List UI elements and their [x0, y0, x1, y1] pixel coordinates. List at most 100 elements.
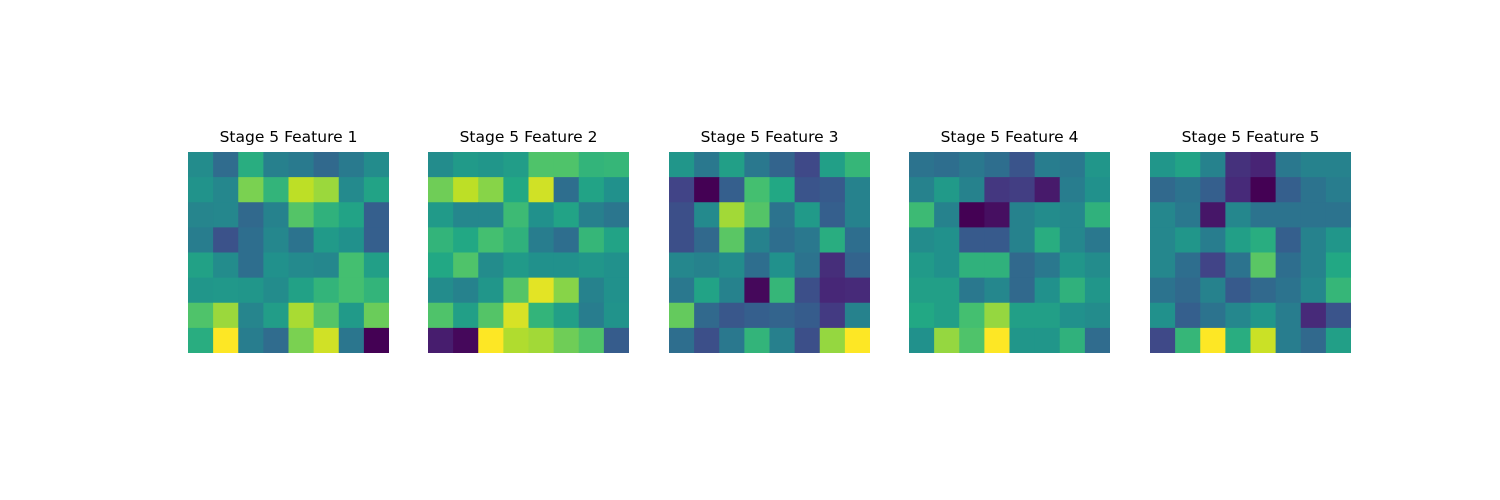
heatmap-cell	[578, 202, 605, 228]
heatmap-cell	[934, 227, 960, 254]
heatmap-cell	[909, 302, 935, 329]
heatmap-cell	[1175, 252, 1201, 279]
heatmap-cell	[578, 177, 605, 203]
heatmap-cell	[313, 302, 340, 329]
heatmap-cell	[1275, 327, 1302, 353]
heatmap-cell	[744, 327, 771, 353]
heatmap-cell	[1034, 177, 1061, 203]
heatmap-cell	[984, 177, 1011, 203]
heatmap-cell	[1200, 302, 1226, 329]
heatmap-cell	[959, 227, 985, 254]
heatmap-grid	[188, 152, 389, 353]
heatmap-cell	[1034, 227, 1061, 254]
heatmap-cell	[188, 152, 214, 178]
heatmap-cell	[1325, 227, 1351, 254]
heatmap-cell	[1325, 202, 1351, 228]
heatmap-cell	[1300, 277, 1327, 304]
heatmap-cell	[719, 277, 745, 304]
heatmap-cell	[453, 277, 479, 304]
heatmap-cell	[719, 302, 745, 329]
heatmap-cell	[1325, 277, 1351, 304]
heatmap-cell	[213, 277, 239, 304]
heatmap-cell	[1300, 202, 1327, 228]
heatmap-cell	[909, 202, 935, 228]
heatmap-cell	[428, 302, 454, 329]
heatmap-cell	[934, 252, 960, 279]
heatmap-cell	[669, 252, 695, 279]
heatmap-cell	[213, 227, 239, 254]
heatmap-cell	[453, 302, 479, 329]
heatmap-cell	[769, 202, 796, 228]
heatmap-cell	[188, 227, 214, 254]
heatmap-cell	[313, 327, 340, 353]
heatmap-cell	[844, 277, 870, 304]
heatmap-cell	[503, 327, 530, 353]
heatmap-cell	[1084, 252, 1110, 279]
heatmap-cell	[1009, 227, 1036, 254]
heatmap-cell	[769, 177, 796, 203]
heatmap-cell	[553, 177, 580, 203]
heatmap-cell	[503, 227, 530, 254]
heatmap-cell	[1009, 177, 1036, 203]
heatmap-cell	[553, 327, 580, 353]
heatmap-cell	[1084, 152, 1110, 178]
heatmap-cell	[984, 252, 1011, 279]
heatmap-cell	[1150, 327, 1176, 353]
heatmap-cell	[1059, 252, 1086, 279]
heatmap-cell	[478, 202, 504, 228]
heatmap-cell	[263, 202, 290, 228]
heatmap-cell	[553, 277, 580, 304]
heatmap-cell	[338, 152, 365, 178]
heatmap-cell	[1325, 252, 1351, 279]
heatmap-cell	[744, 202, 771, 228]
heatmap-cell	[603, 277, 629, 304]
heatmap-cell	[959, 277, 985, 304]
heatmap-cell	[794, 227, 821, 254]
heatmap-cell	[528, 327, 555, 353]
heatmap-cell	[959, 177, 985, 203]
heatmap-cell	[1275, 252, 1302, 279]
heatmap-cell	[453, 252, 479, 279]
heatmap-cell	[1059, 227, 1086, 254]
heatmap-cell	[844, 152, 870, 178]
heatmap-cell	[478, 327, 504, 353]
heatmap-cell	[263, 152, 290, 178]
heatmap-cell	[263, 227, 290, 254]
heatmap-cell	[1225, 152, 1252, 178]
heatmap-cell	[1200, 227, 1226, 254]
heatmap-cell	[213, 152, 239, 178]
heatmap-cell	[578, 302, 605, 329]
heatmap-cell	[1084, 202, 1110, 228]
heatmap-cell	[428, 202, 454, 228]
heatmap-cell	[769, 302, 796, 329]
heatmap-cell	[528, 277, 555, 304]
heatmap-cell	[288, 327, 315, 353]
heatmap-cell	[694, 202, 720, 228]
heatmap-cell	[1009, 202, 1036, 228]
heatmap-cell	[984, 277, 1011, 304]
heatmap-title: Stage 5 Feature 2	[459, 128, 598, 146]
heatmap-cell	[1250, 327, 1277, 353]
heatmap-cell	[363, 277, 389, 304]
heatmap-cell	[503, 152, 530, 178]
heatmap-cell	[578, 227, 605, 254]
heatmap-cell	[1175, 202, 1201, 228]
heatmap-cell	[288, 277, 315, 304]
heatmap-cell	[313, 152, 340, 178]
heatmap-cell	[1250, 227, 1277, 254]
heatmap-cell	[819, 227, 846, 254]
heatmap-title: Stage 5 Feature 1	[219, 128, 358, 146]
heatmap-cell	[984, 202, 1011, 228]
heatmap-cell	[1084, 177, 1110, 203]
heatmap-cell	[603, 177, 629, 203]
heatmap-cell	[1009, 302, 1036, 329]
heatmap-cell	[578, 327, 605, 353]
heatmap-cell	[213, 202, 239, 228]
heatmap-cell	[719, 227, 745, 254]
heatmap-cell	[694, 302, 720, 329]
heatmap-cell	[769, 152, 796, 178]
heatmap-cell	[428, 327, 454, 353]
heatmap-cell	[1250, 277, 1277, 304]
heatmap-cell	[1325, 177, 1351, 203]
